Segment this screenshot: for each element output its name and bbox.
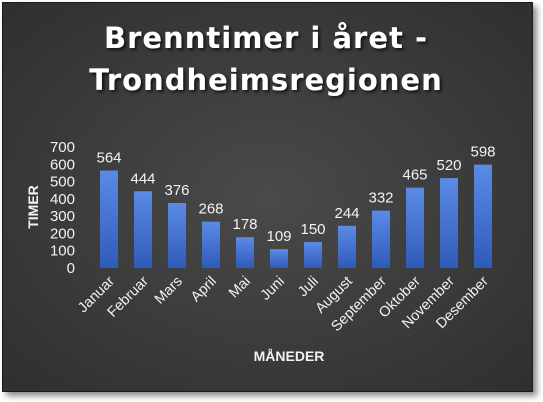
x-tick-label: Juli bbox=[295, 274, 322, 301]
bar-februar bbox=[134, 191, 152, 268]
data-label: 268 bbox=[198, 201, 223, 218]
chart-title-line-2: Trondheimsregionen bbox=[89, 63, 443, 97]
data-labels-group: 564 444 376 268 178 109 150 244 332 465 520 598 bbox=[96, 144, 495, 246]
y-tick-label: 600 bbox=[50, 156, 75, 173]
x-tick-label: Juni bbox=[258, 274, 288, 304]
y-tick-label: 400 bbox=[50, 191, 75, 208]
bar-august bbox=[338, 225, 356, 268]
data-label: 332 bbox=[368, 190, 393, 207]
data-label: 150 bbox=[300, 221, 325, 238]
bar-oktober bbox=[406, 187, 424, 268]
data-label: 465 bbox=[402, 167, 427, 184]
data-label: 178 bbox=[232, 216, 257, 233]
data-label: 564 bbox=[96, 150, 121, 167]
x-tick-label: Mai bbox=[226, 274, 254, 302]
chart-title-line-1: Brenntimer i året - bbox=[104, 21, 428, 55]
x-tick-label: Mars bbox=[152, 274, 186, 308]
bar-april bbox=[202, 221, 220, 268]
y-tick-label: 200 bbox=[50, 225, 75, 242]
bars-group bbox=[100, 164, 492, 268]
y-tick-label: 300 bbox=[50, 208, 75, 225]
bar-juli bbox=[304, 242, 322, 268]
data-label: 244 bbox=[334, 205, 359, 222]
x-tick-label: April bbox=[188, 274, 220, 306]
bar-november bbox=[440, 178, 458, 268]
data-label: 376 bbox=[164, 182, 189, 199]
data-label: 520 bbox=[436, 157, 461, 174]
y-tick-label: 700 bbox=[50, 139, 75, 156]
data-label: 598 bbox=[470, 144, 495, 161]
bar-juni bbox=[270, 249, 288, 268]
y-tick-label: 0 bbox=[67, 260, 75, 277]
bar-mars bbox=[168, 203, 186, 268]
y-axis-title: TIMER bbox=[25, 185, 41, 229]
bar-januar bbox=[100, 170, 118, 268]
x-axis-title: MÅNEDER bbox=[254, 348, 325, 364]
y-tick-label: 100 bbox=[50, 243, 75, 260]
data-label: 109 bbox=[266, 228, 291, 245]
bar-mai bbox=[236, 237, 254, 268]
bar-september bbox=[372, 210, 390, 268]
bar-desember bbox=[474, 164, 492, 268]
data-label: 444 bbox=[130, 170, 155, 187]
y-tick-label: 500 bbox=[50, 174, 75, 191]
